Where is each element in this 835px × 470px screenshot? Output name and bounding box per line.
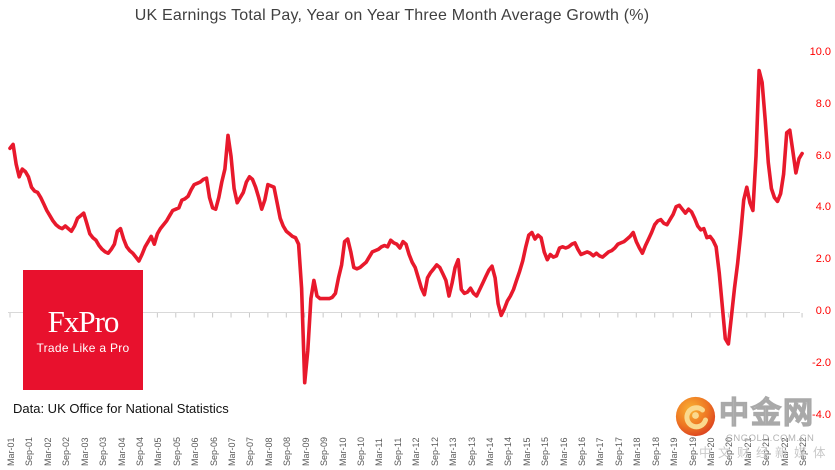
source-note: Data: UK Office for National Statistics xyxy=(13,401,229,416)
x-tick-label: Mar-01 xyxy=(6,437,16,466)
x-tick-label: Mar-20 xyxy=(705,437,716,466)
x-tick-label: Sep-19 xyxy=(687,436,698,466)
x-tick-label: Mar-11 xyxy=(374,438,385,466)
x-tick-label: Sep-22 xyxy=(798,436,809,466)
x-tick-label: Mar-02 xyxy=(42,437,53,466)
x-tick-label: Mar-04 xyxy=(116,437,127,466)
x-tick-label: Mar-07 xyxy=(227,437,238,466)
x-tick-label: Sep-13 xyxy=(466,436,477,466)
x-tick-label: Sep-04 xyxy=(134,436,145,466)
x-tick-label: Mar-12 xyxy=(411,437,422,466)
x-tick-label: Sep-02 xyxy=(61,436,72,466)
y-tick-label: 2.0 xyxy=(815,253,831,266)
x-tick-label: Sep-06 xyxy=(208,436,219,466)
x-tick-label: Sep-10 xyxy=(355,436,366,466)
y-tick-label: 6.0 xyxy=(815,149,831,162)
earnings-line-series xyxy=(8,68,804,385)
x-tick-label: Mar-18 xyxy=(632,437,643,466)
x-tick-label: Sep-18 xyxy=(650,436,661,466)
x-tick-label: Sep-16 xyxy=(577,436,588,466)
x-tick-label: Sep-17 xyxy=(613,436,624,466)
x-tick-label: Sep-21 xyxy=(761,436,772,466)
x-tick-label: Mar-15 xyxy=(521,437,532,466)
fxpro-logo: FxPro Trade Like a Pro xyxy=(23,270,143,390)
x-tick-label: Mar-08 xyxy=(263,437,274,466)
x-tick-label: Mar-17 xyxy=(595,437,606,466)
fxpro-tagline: Trade Like a Pro xyxy=(36,341,130,355)
x-tick-label: Mar-14 xyxy=(484,437,495,466)
x-tick-label: Mar-03 xyxy=(79,437,90,466)
x-tick-label: Mar-22 xyxy=(779,437,790,466)
x-tick-label: Sep-03 xyxy=(98,436,109,466)
x-tick-label: Mar-05 xyxy=(153,437,164,466)
x-tick-label: Mar-13 xyxy=(448,437,459,466)
x-tick-label: Sep-01 xyxy=(24,436,35,466)
x-tick-label: Sep-12 xyxy=(429,436,440,466)
x-tick-label: Mar-10 xyxy=(337,437,348,466)
x-tick-label: Sep-11 xyxy=(392,437,403,466)
x-tick-label: Sep-05 xyxy=(171,436,182,466)
y-tick-label: 0.0 xyxy=(815,305,831,317)
y-tick-label: 4.0 xyxy=(815,201,831,214)
y-tick-label: -2.0 xyxy=(812,356,831,369)
x-tick-label: Mar-06 xyxy=(190,437,201,466)
x-tick-label: Sep-20 xyxy=(724,436,735,466)
x-tick-label: Mar-16 xyxy=(558,437,569,466)
x-tick-label: Mar-21 xyxy=(742,437,753,466)
x-tick-label: Mar-19 xyxy=(669,437,680,466)
y-tick-label: 10.0 xyxy=(809,46,831,58)
y-tick-label: -4.0 xyxy=(812,408,831,421)
chart-title: UK Earnings Total Pay, Year on Year Thre… xyxy=(134,7,650,24)
fxpro-wordmark: FxPro xyxy=(47,304,120,339)
x-tick-label: Mar-09 xyxy=(300,437,311,466)
x-tick-label: Sep-14 xyxy=(503,436,514,466)
x-tick-label: Sep-15 xyxy=(540,436,551,466)
x-tick-label: Sep-09 xyxy=(319,436,330,466)
y-tick-label: 8.0 xyxy=(815,97,831,110)
x-tick-label: Sep-07 xyxy=(245,436,256,466)
x-tick-label: Sep-08 xyxy=(282,436,293,466)
